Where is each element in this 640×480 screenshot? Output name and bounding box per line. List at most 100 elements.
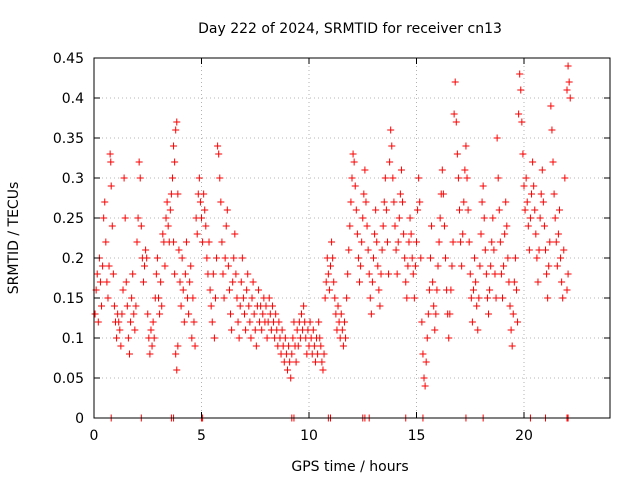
- data-point: [340, 318, 348, 326]
- chart-title: Day 222 of 2024, SRMTID for receiver cn1…: [198, 21, 502, 37]
- data-point: [265, 294, 273, 302]
- data-point: [422, 358, 430, 366]
- data-point: [447, 286, 455, 294]
- data-point: [110, 302, 118, 310]
- x-tick-label: 5: [197, 428, 206, 444]
- data-point: [501, 230, 509, 238]
- y-tick-label: 0.4: [62, 91, 84, 107]
- data-point: [187, 262, 195, 270]
- data-point: [186, 278, 194, 286]
- y-axis-label: SRMTID / TECUs: [6, 182, 22, 295]
- data-point: [232, 270, 240, 278]
- data-point: [180, 318, 188, 326]
- data-point: [561, 174, 569, 182]
- y-tick-label: 0.05: [53, 371, 84, 387]
- data-point: [175, 246, 183, 254]
- data-point: [105, 262, 113, 270]
- data-point: [254, 286, 262, 294]
- data-point: [91, 310, 99, 318]
- data-point: [272, 310, 280, 318]
- data-point: [468, 318, 476, 326]
- data-point: [364, 246, 372, 254]
- data-point: [331, 294, 339, 302]
- data-point: [148, 342, 156, 350]
- axis-ticks: [93, 57, 610, 419]
- data-point: [99, 262, 107, 270]
- y-tick-label: 0.2: [62, 251, 84, 267]
- data-point: [219, 270, 227, 278]
- data-point: [344, 270, 352, 278]
- data-point: [445, 334, 453, 342]
- data-point: [540, 222, 548, 230]
- data-point: [520, 182, 528, 190]
- data-point: [206, 286, 214, 294]
- data-point: [373, 238, 381, 246]
- data-point: [201, 206, 209, 214]
- data-point: [159, 230, 167, 238]
- data-point: [407, 230, 415, 238]
- data-point: [560, 246, 568, 254]
- data-point: [535, 246, 543, 254]
- data-point: [123, 302, 131, 310]
- data-point: [195, 174, 203, 182]
- data-point: [137, 222, 145, 230]
- data-point: [446, 310, 454, 318]
- data-point: [378, 246, 386, 254]
- data-point: [168, 174, 176, 182]
- data-point: [337, 310, 345, 318]
- data-point: [419, 350, 427, 358]
- data-point: [414, 206, 422, 214]
- data-point: [198, 214, 205, 222]
- data-point: [393, 270, 401, 278]
- data-point: [207, 302, 215, 310]
- data-point: [147, 326, 155, 334]
- data-point: [237, 278, 245, 286]
- data-point: [152, 270, 160, 278]
- data-point: [492, 294, 500, 302]
- data-point: [483, 294, 491, 302]
- data-point: [330, 278, 338, 286]
- data-point: [507, 326, 515, 334]
- data-point: [469, 286, 477, 294]
- data-point: [163, 198, 171, 206]
- data-point: [365, 270, 373, 278]
- data-point: [493, 134, 501, 142]
- data-point: [200, 190, 208, 198]
- data-point: [202, 222, 210, 230]
- data-point: [247, 334, 255, 342]
- data-point: [400, 230, 408, 238]
- data-point: [125, 350, 133, 358]
- data-point: [529, 158, 537, 166]
- data-point: [488, 238, 496, 246]
- data-point: [248, 294, 256, 302]
- data-point: [565, 78, 573, 86]
- data-point: [411, 262, 419, 270]
- data-point: [250, 310, 258, 318]
- data-point: [142, 246, 150, 254]
- data-point: [402, 278, 410, 286]
- data-point: [510, 278, 518, 286]
- data-point: [150, 334, 158, 342]
- data-point: [214, 142, 222, 150]
- data-point: [544, 294, 552, 302]
- data-point: [499, 294, 506, 302]
- data-point: [173, 366, 181, 374]
- data-point: [557, 254, 565, 262]
- data-point: [442, 254, 450, 262]
- data-point: [155, 294, 162, 302]
- data-point: [172, 350, 180, 358]
- data-point: [367, 310, 375, 318]
- data-point: [221, 254, 229, 262]
- data-point: [391, 222, 399, 230]
- data-point: [546, 238, 554, 246]
- data-point: [363, 222, 371, 230]
- data-point: [511, 254, 519, 262]
- data-point: [399, 198, 407, 206]
- data-point: [167, 190, 175, 198]
- data-point: [320, 350, 328, 358]
- data-point: [552, 238, 560, 246]
- data-point: [559, 294, 567, 302]
- data-point: [328, 238, 336, 246]
- data-point: [387, 126, 395, 134]
- data-point: [382, 206, 390, 214]
